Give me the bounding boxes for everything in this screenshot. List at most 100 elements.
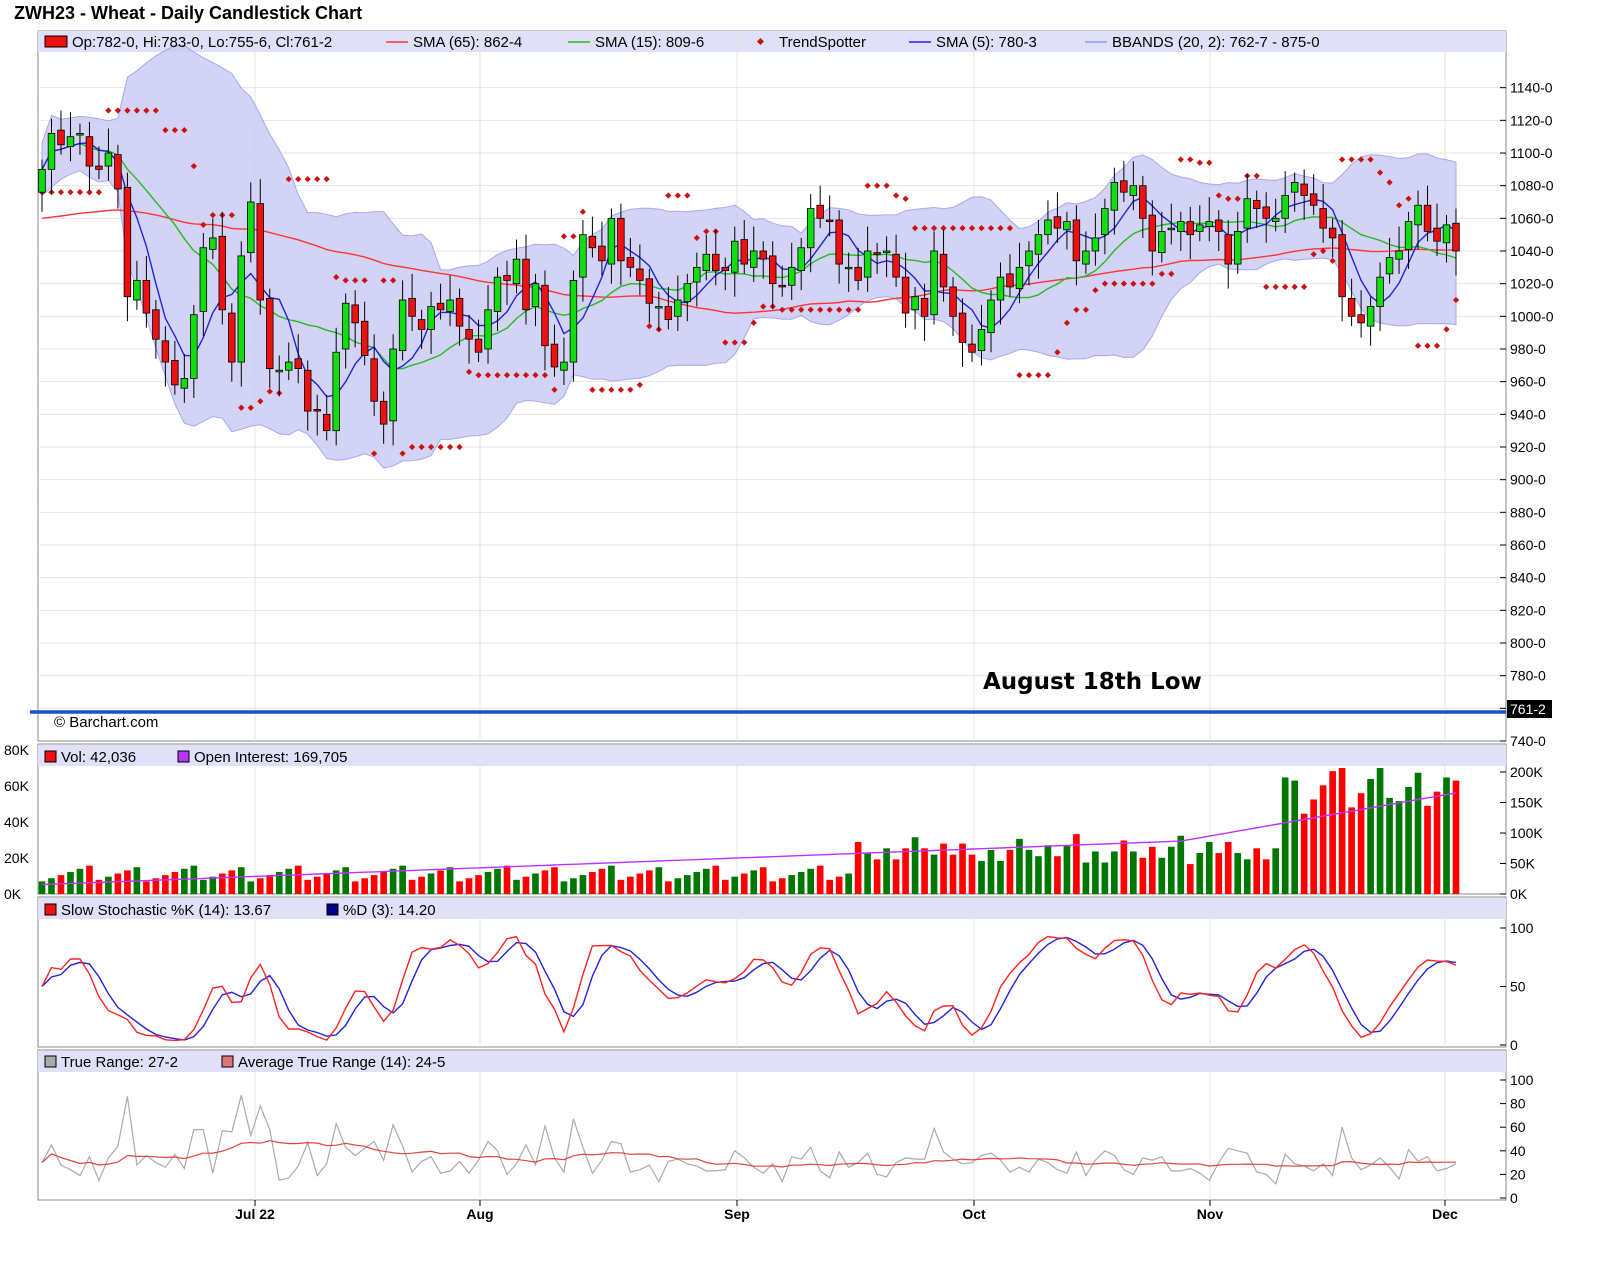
candle-body: [474, 338, 483, 353]
candle: [171, 340, 179, 395]
trendspotter-dot: [1405, 195, 1412, 202]
volume-bar: [1262, 859, 1270, 894]
candle-body: [522, 258, 530, 311]
volume-left-tick-label: 0K: [4, 886, 22, 902]
candle-body: [1395, 250, 1403, 260]
volume-left-tick-label: 40K: [4, 814, 30, 830]
trendspotter-dot: [1035, 372, 1042, 379]
candle-body: [1281, 195, 1289, 219]
candle-body: [977, 328, 986, 352]
stoch-k-legend: Slow Stochastic %K (14): 13.67: [61, 902, 271, 919]
trendspotter-dot: [1016, 371, 1023, 379]
candle: [360, 301, 369, 366]
volume-left-tick-label: 20K: [4, 850, 30, 866]
candle-body: [1300, 183, 1308, 196]
candle: [57, 110, 65, 155]
candle-body: [626, 257, 635, 268]
candle-body: [114, 154, 122, 190]
stoch-d-legend-swatch: [326, 903, 339, 916]
volume-bar: [797, 871, 805, 894]
volume-bar: [750, 870, 758, 894]
candle-body: [1015, 266, 1024, 289]
candle-body: [579, 234, 587, 278]
volume-bar: [1092, 851, 1099, 894]
candle: [294, 334, 302, 384]
volume-bar: [427, 873, 435, 894]
candle-body: [379, 400, 388, 425]
candle: [152, 300, 160, 359]
candle-body: [607, 217, 616, 265]
candle-body: [76, 132, 84, 136]
volume-bar: [200, 879, 207, 894]
ohlc-legend-swatch: [44, 35, 68, 48]
candle: [484, 285, 492, 364]
volume-bar: [1443, 777, 1450, 894]
volume-bar: [503, 865, 511, 894]
price-tick-label: 900-0: [1510, 472, 1546, 488]
atr-tick-label: 60: [1510, 1119, 1526, 1135]
trendspotter-dot: [418, 443, 425, 451]
volume-bar: [124, 870, 131, 894]
candle: [949, 277, 957, 336]
tr-legend-swatch: [44, 1055, 57, 1068]
volume-bar: [484, 871, 492, 894]
stoch-d-line: [41, 936, 1457, 1041]
candle: [379, 391, 388, 444]
candle-body: [1025, 250, 1033, 267]
volume-bar: [1357, 793, 1365, 894]
candle-body: [493, 276, 502, 312]
candle: [351, 290, 359, 348]
candle: [1338, 219, 1346, 322]
trendspotter-dot: [1452, 296, 1460, 304]
candle: [76, 123, 84, 155]
candle: [1025, 241, 1033, 286]
x-tick-label: Dec: [1432, 1206, 1458, 1222]
candle-body: [1205, 221, 1213, 227]
volume-bar: [598, 868, 606, 894]
candle-body: [190, 314, 198, 379]
volume-bar: [465, 878, 473, 894]
volume-bar: [1016, 838, 1023, 894]
candle: [1414, 190, 1422, 250]
candle-body: [57, 129, 65, 146]
trendspotter-dot: [105, 107, 112, 114]
candle: [1177, 211, 1185, 251]
volume-bar: [627, 876, 634, 894]
candle: [825, 195, 834, 237]
volume-bar: [693, 871, 701, 894]
candle-body: [1091, 237, 1100, 252]
candle-body: [797, 247, 805, 272]
candle-body: [85, 136, 94, 167]
volume-bar: [807, 868, 815, 894]
atr-legend: Average True Range (14): 24-5: [238, 1054, 445, 1071]
candle-body: [303, 369, 312, 412]
volume-bar: [702, 868, 710, 894]
candle-body: [731, 240, 739, 273]
candle-body: [996, 276, 1005, 301]
candle: [474, 319, 483, 363]
stoch-k-legend-swatch: [44, 903, 57, 916]
candle-body: [484, 309, 492, 350]
atr-panel: [37, 1049, 1507, 1201]
candle-body: [930, 250, 938, 316]
candle-body: [1034, 234, 1043, 255]
trendspotter-dot: [342, 277, 349, 284]
volume-bar: [275, 871, 283, 894]
candle: [759, 241, 767, 279]
trendspotter-dot: [1139, 280, 1146, 287]
volume-bar: [446, 867, 454, 894]
candle: [275, 355, 283, 397]
candle-body: [1328, 227, 1337, 239]
candle-body: [322, 413, 331, 432]
candle: [1044, 200, 1052, 245]
candle: [626, 237, 635, 278]
volume-bar: [256, 878, 264, 894]
candle: [1452, 208, 1460, 276]
price-axis: 740-0760-0780-0800-0820-0840-0860-0880-0…: [1500, 80, 1554, 749]
x-tick-label: Jul 22: [235, 1206, 275, 1222]
candle-body: [863, 250, 872, 278]
candle: [1053, 192, 1062, 243]
candle: [1129, 161, 1138, 211]
candle-body: [123, 186, 132, 298]
candle-body: [1101, 208, 1109, 236]
